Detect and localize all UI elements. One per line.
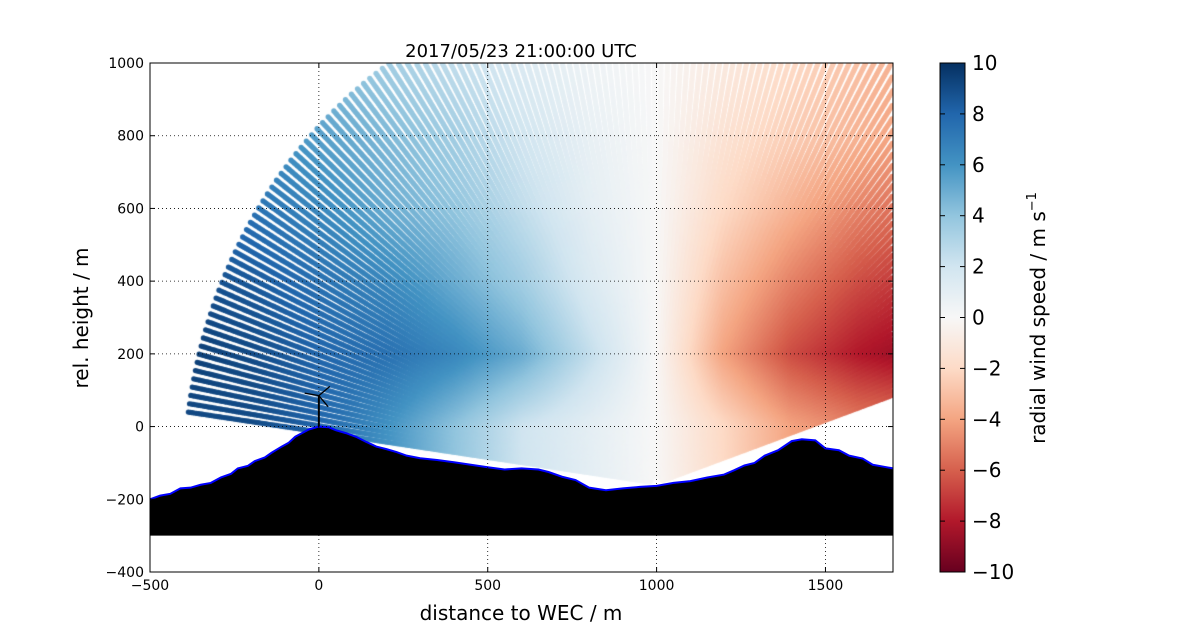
colorbar-tick-label: −8 <box>972 509 1001 533</box>
colorbar-tick-label: 4 <box>972 204 985 228</box>
x-axis-label: distance to WEC / m <box>420 601 623 625</box>
colorbar-tick-label: −2 <box>972 356 1001 380</box>
colorbar-tick-label: −6 <box>972 458 1001 482</box>
y-axis-label: rel. height / m <box>69 247 93 388</box>
colorbar-ticks: −10 −8 −6 −4 −2 0 2 4 6 8 10 <box>940 51 1014 584</box>
turbine-blade <box>318 385 331 397</box>
grid <box>150 63 893 572</box>
plot-frame <box>149 62 894 573</box>
y-tick-label: 600 <box>117 201 144 217</box>
colorbar-tick-label: 8 <box>972 102 985 126</box>
colorbar-tick-label: −10 <box>972 560 1014 584</box>
turbine-blade <box>318 395 329 408</box>
colorbar-label-text: radial wind speed / m s <box>1026 211 1050 444</box>
wind-turbine <box>304 385 331 427</box>
turbine-blade <box>304 392 319 397</box>
colorbar-label-superscript: −1 <box>1025 192 1040 211</box>
y-tick-label: 1000 <box>108 56 144 72</box>
y-tick-label: −200 <box>106 492 144 508</box>
colorbar-tick-label: 6 <box>972 153 985 177</box>
terrain-outline <box>149 425 894 501</box>
x-tick-label: 500 <box>474 578 501 594</box>
y-tick-label: 800 <box>117 129 144 145</box>
y-tick-label: −400 <box>106 565 144 581</box>
y-tick-label: 400 <box>117 274 144 290</box>
x-tick-label: 1500 <box>808 578 844 594</box>
colorbar-tick-label: 2 <box>972 255 985 279</box>
x-tick-label: 1000 <box>639 578 675 594</box>
y-tick-label: 200 <box>117 347 144 363</box>
y-tick-label: 0 <box>135 420 144 436</box>
terrain-fill <box>150 426 893 536</box>
axis-ticks: −500 0 500 1000 1500 −400 −200 0 200 400 600 800 100… <box>106 56 893 594</box>
colorbar-label: radial wind speed / m s−1 <box>1025 192 1050 444</box>
colorbar-tick-label: −4 <box>972 407 1001 431</box>
colorbar-tick-label: 10 <box>972 51 997 75</box>
x-tick-label: 0 <box>314 578 323 594</box>
x-tick-label: −500 <box>131 578 169 594</box>
chart-title: 2017/05/23 21:00:00 UTC <box>405 41 637 62</box>
colorbar-tick-label: 0 <box>972 306 985 330</box>
terrain <box>149 425 894 536</box>
